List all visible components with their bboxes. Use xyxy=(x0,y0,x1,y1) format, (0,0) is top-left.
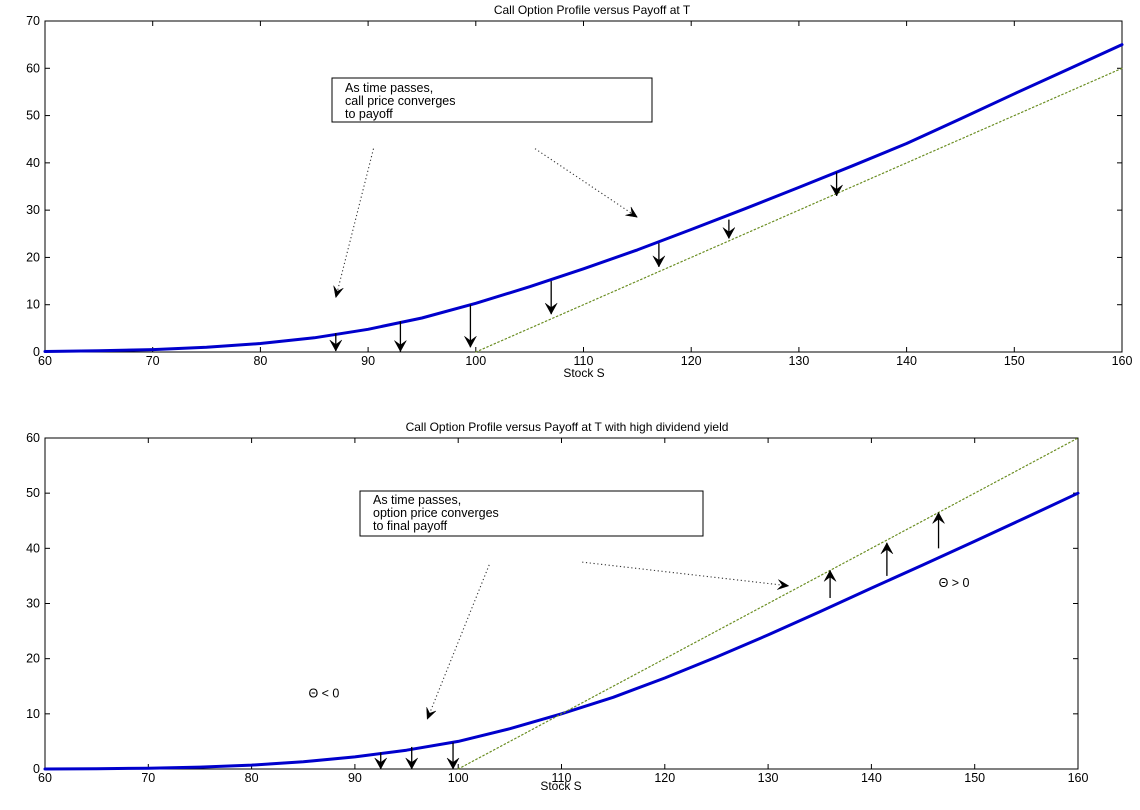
y-tick-label: 50 xyxy=(26,109,40,123)
down-arrow-head xyxy=(405,757,418,770)
bottom-annotation-line-1: As time passes, xyxy=(373,493,461,507)
bottom-chart-theta-labels: Θ < 0 Θ > 0 xyxy=(308,576,969,700)
x-tick-label: 90 xyxy=(361,354,375,368)
bottom-chart-series xyxy=(43,437,1080,771)
x-tick-label: 120 xyxy=(654,771,675,785)
bottom-chart-frame xyxy=(44,437,1079,770)
down-arrow-head xyxy=(394,340,407,353)
payoff-dotted-line xyxy=(457,437,1079,770)
top-chart: Call Option Profile versus Payoff at T 6… xyxy=(26,3,1132,380)
down-arrow-head xyxy=(722,227,736,240)
down-arrow-head xyxy=(374,757,387,770)
annotation-pointer-head xyxy=(625,206,638,218)
down-arrow-head xyxy=(446,757,460,770)
bottom-annotation-box: As time passes, option price converges t… xyxy=(359,490,704,537)
x-tick-label: 80 xyxy=(245,771,259,785)
top-annotation-line-3: to payoff xyxy=(345,107,393,121)
x-tick-label: 70 xyxy=(146,354,160,368)
annotation-pointer xyxy=(534,148,638,218)
y-tick-label: 40 xyxy=(26,541,40,555)
x-tick-label: 100 xyxy=(448,771,469,785)
theta-negative-label: Θ < 0 xyxy=(308,686,339,700)
x-tick-label: 80 xyxy=(253,354,267,368)
x-tick-label: 110 xyxy=(552,771,572,785)
x-tick-label: 130 xyxy=(788,354,809,368)
down-arrow-head xyxy=(544,302,558,315)
bottom-chart-ticks: 60 70 80 90 100 110 120 130 140 150 160 0 10 20 30 40 50… xyxy=(26,431,1088,785)
annotation-pointer xyxy=(335,148,375,298)
top-chart-series xyxy=(43,43,1124,353)
x-tick-label: 60 xyxy=(38,771,52,785)
y-tick-label: 0 xyxy=(33,762,40,776)
call-price-curve xyxy=(43,43,1124,353)
top-annotation-box: As time passes, call price converges to … xyxy=(331,77,653,123)
y-tick-label: 40 xyxy=(26,156,40,170)
annotation-pointer xyxy=(426,564,490,720)
x-tick-label: 100 xyxy=(465,354,486,368)
x-tick-label: 90 xyxy=(348,771,362,785)
x-tick-label: 110 xyxy=(574,354,594,368)
y-tick-label: 70 xyxy=(26,14,40,28)
y-tick-label: 60 xyxy=(26,61,40,75)
x-tick-label: 60 xyxy=(38,354,52,368)
x-tick-label: 160 xyxy=(1068,771,1089,785)
bottom-chart: Call Option Profile versus Payoff at T w… xyxy=(26,420,1088,793)
y-tick-label: 10 xyxy=(26,298,40,312)
top-chart-ticks: 60 70 80 90 100 110 120 130 140 150 160 0 10 20 30 40 50… xyxy=(26,14,1132,368)
x-tick-label: 120 xyxy=(681,354,702,368)
y-tick-label: 30 xyxy=(26,597,40,611)
top-chart-xlabel: Stock S xyxy=(563,366,604,380)
down-arrow-head xyxy=(652,255,666,268)
y-tick-label: 60 xyxy=(26,431,40,445)
annotation-pointer-head xyxy=(333,285,344,299)
top-annotation-line-1: As time passes, xyxy=(345,81,433,95)
bottom-chart-xlabel: Stock S xyxy=(540,779,581,793)
x-tick-label: 160 xyxy=(1112,354,1133,368)
top-annotation-line-2: call price converges xyxy=(345,94,455,108)
annotation-pointer-head xyxy=(777,579,790,590)
theta-positive-label: Θ > 0 xyxy=(939,576,970,590)
top-chart-arrows xyxy=(329,148,843,353)
down-arrow-head xyxy=(464,336,477,348)
up-arrow-head xyxy=(823,569,837,582)
up-arrow-head xyxy=(880,542,894,555)
down-arrow-head xyxy=(329,339,343,352)
annotation-pointer xyxy=(582,561,789,587)
payoff-dotted-line xyxy=(475,67,1123,353)
x-tick-label: 150 xyxy=(1004,354,1025,368)
y-tick-label: 10 xyxy=(26,707,40,721)
x-tick-label: 70 xyxy=(141,771,155,785)
annotation-pointer-head xyxy=(426,707,437,720)
down-arrow-head xyxy=(830,184,843,197)
bottom-annotation-line-3: to final payoff xyxy=(373,519,448,533)
up-arrow-head xyxy=(932,511,945,524)
bottom-annotation-line-2: option price converges xyxy=(373,506,499,520)
x-tick-label: 150 xyxy=(964,771,985,785)
x-tick-label: 140 xyxy=(896,354,917,368)
y-tick-label: 30 xyxy=(26,203,40,217)
y-tick-label: 50 xyxy=(26,486,40,500)
y-tick-label: 0 xyxy=(33,345,40,359)
y-tick-label: 20 xyxy=(26,652,40,666)
x-tick-label: 140 xyxy=(861,771,882,785)
y-tick-label: 20 xyxy=(26,250,40,264)
top-chart-title: Call Option Profile versus Payoff at T xyxy=(494,3,691,17)
bottom-chart-title: Call Option Profile versus Payoff at T w… xyxy=(406,420,729,434)
top-chart-frame xyxy=(44,20,1123,353)
bottom-chart-arrows xyxy=(374,511,945,770)
x-tick-label: 130 xyxy=(758,771,779,785)
